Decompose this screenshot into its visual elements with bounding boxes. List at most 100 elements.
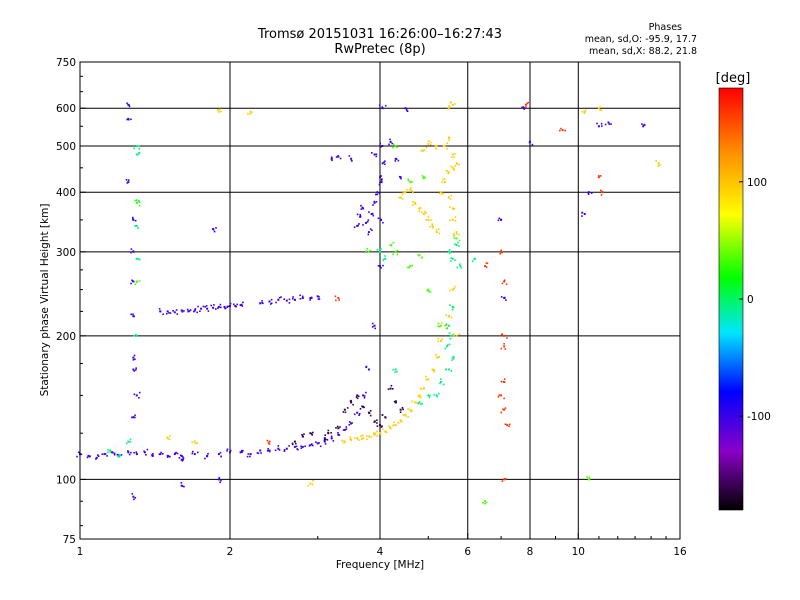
- data-point: [439, 381, 442, 383]
- data-point: [435, 394, 438, 397]
- data-point: [435, 231, 438, 234]
- data-point: [356, 411, 359, 414]
- data-point: [288, 445, 290, 447]
- data-point: [379, 265, 381, 268]
- data-point: [425, 378, 428, 381]
- data-point: [349, 436, 352, 438]
- data-point: [392, 146, 394, 149]
- data-point: [384, 163, 386, 165]
- data-point: [581, 215, 583, 217]
- data-point: [429, 141, 432, 144]
- data-point: [506, 424, 509, 427]
- data-point: [97, 454, 99, 456]
- phases-o-mode-stats: mean, sd,O: -95.9, 17.7: [584, 34, 697, 45]
- data-point: [454, 103, 456, 105]
- data-point: [421, 211, 423, 213]
- data-point: [379, 176, 381, 179]
- data-point: [135, 225, 137, 227]
- data-point: [128, 105, 131, 108]
- data-point: [379, 181, 381, 184]
- data-point: [407, 179, 410, 182]
- data-point: [445, 327, 447, 330]
- data-point: [371, 229, 373, 232]
- data-point: [401, 193, 404, 196]
- data-point: [454, 243, 456, 245]
- data-point: [418, 394, 421, 397]
- data-point: [107, 451, 109, 454]
- data-point: [453, 169, 455, 171]
- data-point: [167, 455, 170, 457]
- data-point: [456, 163, 458, 165]
- data-point: [373, 153, 376, 156]
- data-point: [361, 405, 363, 408]
- data-point: [229, 449, 232, 452]
- data-point: [421, 150, 424, 152]
- data-point: [454, 216, 457, 218]
- y-tick-label: 100: [56, 474, 76, 486]
- data-point: [454, 220, 457, 222]
- data-point: [335, 299, 337, 302]
- data-point: [452, 306, 455, 309]
- data-point: [450, 316, 453, 319]
- data-point: [411, 189, 413, 192]
- data-point: [407, 408, 409, 410]
- data-point: [167, 456, 169, 458]
- data-point: [372, 214, 375, 217]
- data-point: [135, 145, 138, 147]
- data-point: [137, 227, 139, 229]
- data-point: [168, 312, 170, 314]
- data-point: [226, 448, 229, 451]
- data-point: [352, 403, 354, 406]
- data-point: [438, 356, 440, 358]
- data-point: [447, 108, 450, 110]
- data-point: [138, 152, 141, 154]
- data-point: [508, 425, 510, 428]
- data-point: [587, 192, 590, 194]
- data-point: [332, 440, 335, 442]
- data-point: [451, 309, 454, 311]
- data-point: [371, 152, 373, 154]
- data-point: [259, 449, 262, 452]
- data-point: [285, 447, 288, 450]
- data-point: [599, 175, 602, 177]
- data-point: [504, 423, 507, 425]
- data-point: [600, 189, 602, 192]
- data-point: [301, 295, 304, 298]
- data-point: [504, 296, 506, 299]
- data-point: [367, 231, 370, 234]
- data-point: [194, 308, 197, 310]
- data-point: [277, 298, 280, 301]
- data-point: [363, 406, 365, 409]
- data-point: [351, 160, 353, 162]
- data-point: [365, 221, 367, 224]
- data-point: [367, 435, 370, 438]
- data-point: [426, 289, 429, 292]
- data-point: [456, 233, 458, 235]
- data-point: [377, 265, 380, 267]
- data-point: [368, 211, 370, 213]
- data-point: [369, 414, 372, 417]
- data-point: [453, 237, 456, 239]
- data-point: [429, 291, 432, 293]
- data-point: [411, 264, 413, 267]
- data-point: [210, 304, 212, 307]
- data-point: [355, 396, 358, 398]
- data-point: [342, 411, 345, 413]
- data-point: [226, 450, 228, 452]
- data-point: [413, 201, 416, 204]
- data-point: [381, 107, 384, 110]
- data-point: [458, 333, 461, 335]
- data-point: [404, 107, 407, 110]
- data-point: [402, 414, 405, 416]
- data-point: [146, 448, 149, 451]
- data-point: [441, 193, 443, 196]
- data-point: [449, 198, 452, 200]
- data-point: [311, 443, 313, 445]
- data-point: [454, 259, 456, 261]
- data-point: [173, 453, 176, 456]
- data-point: [343, 408, 346, 411]
- data-point: [446, 147, 448, 150]
- data-point: [127, 451, 130, 454]
- data-point: [134, 219, 137, 222]
- data-point: [367, 368, 370, 371]
